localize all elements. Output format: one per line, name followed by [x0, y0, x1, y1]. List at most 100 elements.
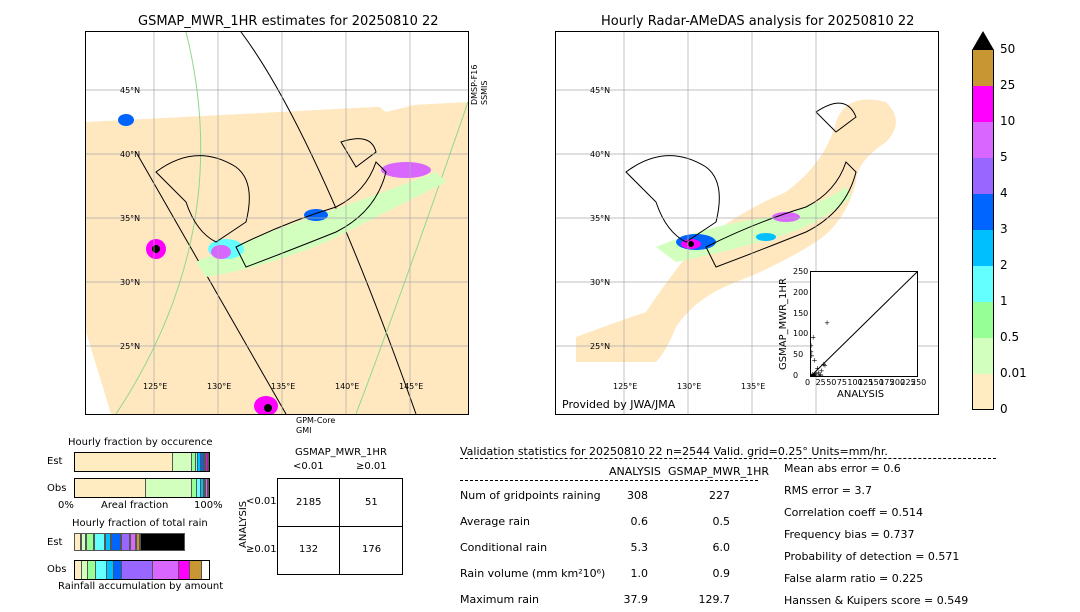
left-rain-core-1 — [152, 245, 160, 253]
occ-bar-est — [74, 452, 210, 472]
left-coast-japan — [235, 161, 387, 268]
colorbar-segment — [972, 194, 994, 230]
rain-est-segment — [94, 533, 105, 551]
occ-segment — [191, 453, 196, 471]
scatter-point: + — [819, 367, 825, 375]
left-coast-korea — [155, 155, 250, 243]
scatter-y-tick: 150 — [793, 308, 809, 318]
scatter-x-tick: 175 — [879, 378, 895, 387]
scatter-y-tick: 250 — [793, 267, 809, 276]
scatter-point: + — [811, 371, 817, 376]
validation-row-analysis: 308 — [627, 489, 648, 502]
occ-segment — [203, 479, 205, 497]
scatter-x-tick: 200 — [889, 378, 906, 387]
left-lon-135: 135°E — [271, 382, 296, 391]
right-lon-130: 130°E — [677, 382, 702, 391]
left-map-canvas — [86, 32, 468, 414]
colorbar-label: 50 — [1000, 42, 1016, 56]
validation-row-analysis: 37.9 — [623, 593, 649, 606]
scatter-x-tick: 100 — [847, 378, 863, 387]
left-lon-130: 130°E — [207, 382, 232, 391]
scatter-point: + — [811, 372, 816, 376]
validation-row-analysis: 0.6 — [630, 515, 649, 528]
scatter-point: + — [811, 348, 814, 356]
scatter-point: + — [811, 333, 816, 341]
right-coast-hokkaido — [815, 102, 857, 133]
rain-xlabel: Rainfall accumulation by amount — [58, 581, 224, 592]
occ-segment — [203, 453, 205, 471]
occ-row-obs: Obs — [47, 483, 67, 494]
cont-col-lt: <0.01 — [293, 461, 324, 472]
rain-est-segment — [74, 533, 81, 551]
rain-obs-segment — [88, 561, 97, 579]
left-lon-140: 140°E — [335, 382, 360, 391]
validation-score: RMS error = 3.7 — [784, 484, 872, 497]
scatter-x-tick: 50 — [826, 378, 837, 387]
rain-est-segment — [80, 533, 87, 551]
scatter-point: + — [811, 372, 815, 376]
scatter-x-tick: 0 — [805, 378, 811, 387]
scatter-point: + — [811, 356, 817, 364]
occ-segment — [195, 453, 199, 471]
scatter-xlabel: ANALYSIS — [837, 389, 885, 400]
rain-title: Hourly fraction of total rain — [72, 518, 208, 529]
left-rain-cell-2 — [211, 245, 231, 259]
right-lat-40: 40°N — [590, 150, 611, 159]
scatter-point: + — [824, 319, 830, 327]
rain-est-segment — [104, 533, 112, 551]
validation-header: Validation statistics for 20250810 22 n=… — [460, 445, 888, 458]
colorbar-segment — [972, 374, 994, 410]
left-side-label-2: SSMIS — [480, 80, 489, 106]
cont-cell-a: 2185 — [296, 497, 322, 508]
occ-xlabel: Areal fraction — [101, 500, 169, 511]
left-rain-core-2 — [264, 404, 272, 412]
colorbar-segment — [972, 50, 994, 86]
scatter-point: + — [817, 372, 823, 376]
cont-side-label: ANALYSIS — [238, 500, 249, 548]
occ-segment — [200, 479, 204, 497]
scatter-y-tick: 200 — [793, 287, 809, 297]
swath-edge-3 — [115, 32, 202, 414]
validation-col-gsmap: GSMAP_MWR_1HR — [668, 465, 770, 478]
validation-score: Hanssen & Kuipers score = 0.549 — [784, 594, 969, 607]
colorbar-segment — [972, 266, 994, 302]
colorbar-label: 25 — [1000, 78, 1016, 92]
right-lat-35: 35°N — [590, 214, 611, 223]
scatter-x-tick: 225 — [900, 378, 916, 387]
scatter-x-tick: 250 — [911, 378, 927, 387]
cont-table: 2185 51 132 176 — [277, 478, 403, 575]
right-map-credit: Provided by JWA/JMA — [562, 398, 676, 411]
colorbar-label: 1 — [1000, 294, 1008, 308]
left-bottom-label-1: GPM-Core — [296, 416, 336, 425]
validation-score: Correlation coeff = 0.514 — [784, 506, 923, 519]
right-lat-30: 30°N — [590, 278, 611, 287]
scatter-point: + — [811, 373, 815, 376]
scatter-point: + — [820, 373, 826, 376]
scatter-ylabel: GSMAP_MWR_1HR — [778, 278, 789, 370]
left-lon-145: 145°E — [399, 382, 424, 391]
right-lon-135: 135°E — [741, 382, 766, 391]
validation-score: Frequency bias = 0.737 — [784, 528, 915, 541]
rain-bar-est — [74, 533, 208, 551]
left-lon-125: 125°E — [143, 382, 168, 391]
colorbar-label: 5 — [1000, 150, 1008, 164]
left-coast-hokkaido — [340, 138, 377, 168]
validation-row-analysis: 1.0 — [630, 567, 649, 580]
right-rain-core — [688, 241, 694, 247]
occ-segment — [207, 453, 209, 471]
cont-hline — [278, 526, 402, 527]
occ-segment — [196, 479, 201, 497]
cont-title: GSMAP_MWR_1HR — [295, 447, 387, 458]
validation-row-gsmap: 0.5 — [712, 515, 731, 528]
occ-segment — [200, 453, 204, 471]
rain-bar-obs — [74, 560, 210, 580]
scatter-point: + — [816, 369, 822, 376]
colorbar-segment — [972, 122, 994, 158]
validation-divider-col — [460, 480, 758, 481]
colorbar-segment — [972, 158, 994, 194]
right-rain-cell-3 — [772, 212, 800, 222]
scatter-diagonal — [811, 272, 917, 376]
rain-obs-segment — [190, 561, 203, 579]
scatter-svg: +++++++++++++++++++++++++ — [811, 272, 917, 376]
scatter-point: + — [814, 365, 820, 373]
